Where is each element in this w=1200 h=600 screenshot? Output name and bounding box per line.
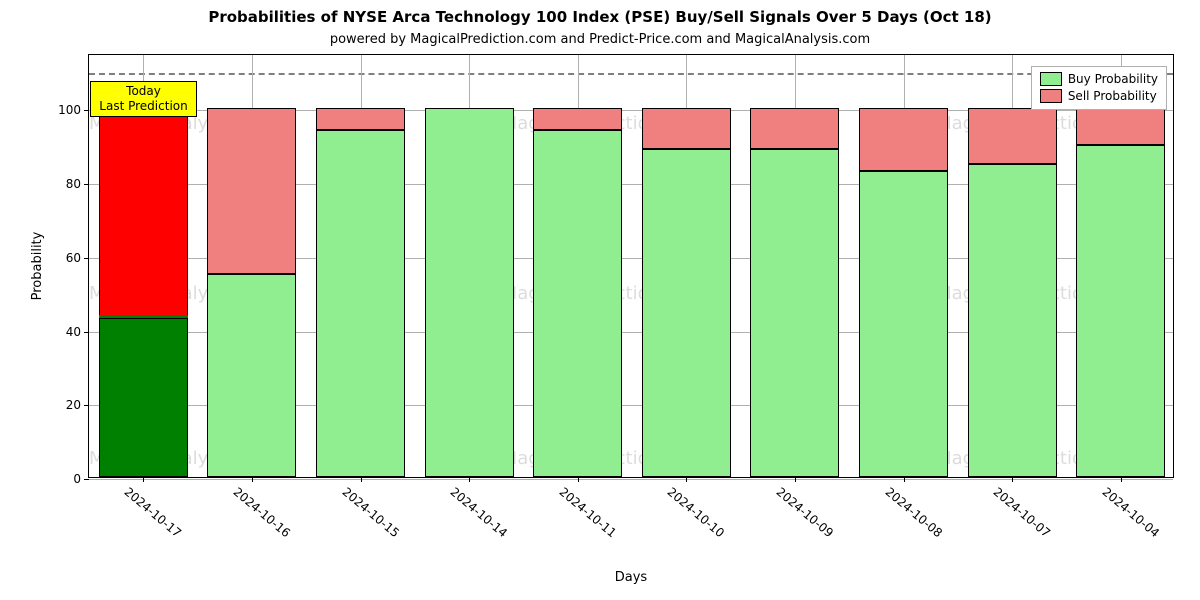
- legend-label-sell: Sell Probability: [1068, 88, 1157, 105]
- xtick-label: 2024-10-10: [665, 477, 734, 540]
- y-axis-label: Probability: [30, 232, 45, 301]
- bar-sell: [750, 108, 839, 149]
- bar-buy: [968, 164, 1057, 477]
- xtick-label: 2024-10-09: [773, 477, 842, 540]
- legend-swatch-buy: [1040, 72, 1062, 86]
- legend-swatch-sell: [1040, 89, 1062, 103]
- xtick-mark: [686, 477, 687, 482]
- legend: Buy ProbabilitySell Probability: [1031, 66, 1167, 110]
- today-line2: Last Prediction: [99, 99, 187, 114]
- bar-sell: [859, 108, 948, 171]
- bar-buy: [859, 171, 948, 477]
- bar-buy: [642, 149, 731, 477]
- bar-sell: [1076, 108, 1165, 145]
- legend-label-buy: Buy Probability: [1068, 71, 1158, 88]
- x-axis-label: Days: [88, 570, 1174, 585]
- bar-buy: [533, 130, 622, 477]
- today-line1: Today: [99, 84, 187, 99]
- xtick-label: 2024-10-14: [448, 477, 517, 540]
- today-annotation: TodayLast Prediction: [90, 81, 196, 117]
- ytick-label: 0: [73, 472, 89, 486]
- ytick-label: 40: [66, 325, 89, 339]
- ytick-label: 80: [66, 177, 89, 191]
- ytick-label: 20: [66, 398, 89, 412]
- bar-sell: [316, 108, 405, 130]
- xtick-mark: [143, 477, 144, 482]
- bar-buy: [750, 149, 839, 477]
- xtick-label: 2024-10-04: [1099, 477, 1168, 540]
- bar-sell: [533, 108, 622, 130]
- bar-buy: [425, 108, 514, 477]
- bar-buy: [207, 274, 296, 477]
- bar-buy: [99, 318, 188, 477]
- bar-buy: [1076, 145, 1165, 477]
- chart-subtitle: powered by MagicalPrediction.com and Pre…: [0, 32, 1200, 47]
- xtick-label: 2024-10-17: [122, 477, 191, 540]
- legend-row-buy: Buy Probability: [1040, 71, 1158, 88]
- ytick-label: 100: [58, 103, 89, 117]
- xtick-label: 2024-10-11: [556, 477, 625, 540]
- bar-buy-top-strip: [99, 315, 188, 318]
- legend-row-sell: Sell Probability: [1040, 88, 1158, 105]
- plot-area: MagicalAnalysis.comMagicalPrediction.com…: [88, 54, 1174, 478]
- xtick-label: 2024-10-08: [882, 477, 951, 540]
- ytick-label: 60: [66, 251, 89, 265]
- xtick-label: 2024-10-07: [991, 477, 1060, 540]
- bar-sell: [99, 108, 188, 318]
- chart-container: Probabilities of NYSE Arca Technology 10…: [0, 0, 1200, 600]
- xtick-label: 2024-10-16: [230, 477, 299, 540]
- bar-sell: [642, 108, 731, 149]
- bar-sell: [968, 108, 1057, 163]
- bar-sell: [207, 108, 296, 274]
- xtick-label: 2024-10-15: [339, 477, 408, 540]
- chart-title: Probabilities of NYSE Arca Technology 10…: [0, 8, 1200, 26]
- bar-buy: [316, 130, 405, 477]
